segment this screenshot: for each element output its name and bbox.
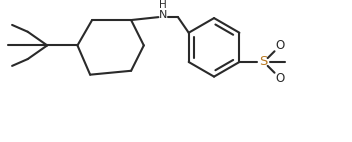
Text: O: O: [276, 72, 285, 85]
Text: H: H: [159, 0, 167, 10]
Text: N: N: [159, 10, 168, 20]
Text: S: S: [260, 56, 268, 68]
Text: O: O: [276, 39, 285, 52]
